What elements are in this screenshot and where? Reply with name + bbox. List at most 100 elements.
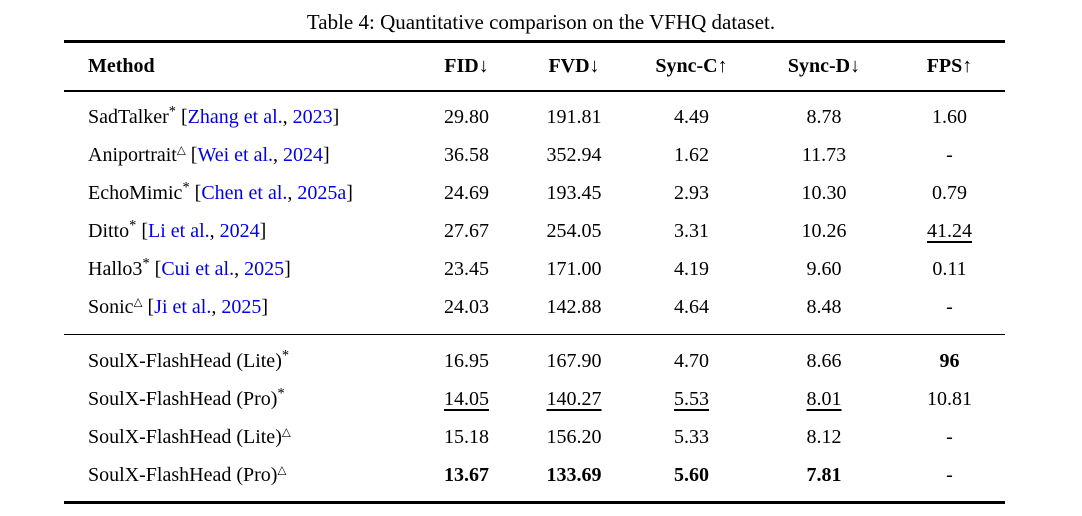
fps-value: 1.60 — [932, 106, 967, 128]
down-arrow-icon: ↓ — [478, 55, 489, 77]
citation-separator: , — [273, 144, 284, 166]
column-header-fid: FID↓ — [444, 55, 489, 77]
method-superscript: * — [129, 217, 137, 234]
citation-year-link[interactable]: 2025 — [244, 258, 285, 280]
sync-c-value: 4.70 — [674, 349, 709, 372]
sync-c-value: 4.19 — [674, 258, 709, 280]
method-name: Aniportrait — [88, 144, 177, 166]
table-section-1: SoulX-FlashHead (Lite)* 16.95 167.90 4.70 8.… — [64, 335, 1005, 501]
fid-value: 14.05 — [444, 387, 489, 410]
fps-value: 96 — [939, 349, 960, 372]
citation-year-link[interactable]: 2024 — [283, 144, 324, 166]
method-superscript: △ — [133, 295, 143, 309]
fid-value: 15.18 — [444, 425, 489, 448]
citation-authors-link[interactable]: Ji et al. — [154, 296, 212, 318]
fvd-value: 352.94 — [546, 144, 602, 166]
method-name: SadTalker — [88, 106, 169, 128]
method-cell: Hallo3* [Cui et al., 2025] — [64, 256, 414, 281]
sync-d-value: 9.60 — [806, 258, 842, 280]
header-rule — [64, 90, 1005, 92]
sync-d-value: 10.26 — [801, 220, 847, 242]
citation-close-bracket: ] — [259, 220, 267, 242]
down-arrow-icon: ↓ — [589, 55, 600, 77]
citation-authors-link[interactable]: Cui et al. — [161, 258, 235, 280]
fid-value: 13.67 — [444, 463, 489, 486]
citation-year-link[interactable]: 2025 — [221, 296, 262, 318]
fps-value: - — [946, 144, 953, 166]
citation-open-bracket: [ — [142, 296, 155, 318]
sync-d-value: 7.81 — [806, 463, 842, 486]
sync-c-value: 5.60 — [674, 463, 709, 486]
citation-close-bracket: ] — [323, 144, 330, 166]
sync-d-value: 8.01 — [806, 387, 842, 410]
method-name: SoulX-FlashHead (Pro) — [88, 387, 278, 410]
fid-value: 24.03 — [444, 296, 489, 318]
sync-c-value: 1.62 — [674, 144, 709, 166]
method-cell: EchoMimic* [Chen et al., 2025a] — [64, 180, 414, 205]
citation-separator: , — [234, 258, 245, 280]
sync-c-value: 2.93 — [674, 182, 709, 204]
method-cell: SoulX-FlashHead (Pro)△ — [64, 464, 414, 487]
fvd-value: 133.69 — [546, 463, 602, 486]
table-caption: Table 4: Quantitative comparison on the … — [306, 10, 776, 34]
column-header-method: Method — [88, 55, 155, 77]
sync-d-value: 8.66 — [806, 349, 842, 372]
fvd-value: 254.05 — [546, 220, 602, 242]
method-cell: Aniportrait△ [Wei et al., 2024] — [64, 144, 414, 167]
mid-rule — [64, 333, 1005, 335]
table-row: SadTalker* [Zhang et al., 2023] 29.80 191.… — [64, 99, 1005, 137]
method-name: SoulX-FlashHead (Lite) — [88, 349, 282, 372]
citation-open-bracket: [ — [176, 106, 188, 128]
fid-value: 16.95 — [444, 349, 489, 372]
citation-year-link[interactable]: 2025a — [297, 182, 347, 204]
fid-value: 29.80 — [444, 106, 489, 128]
method-cell: Ditto* [Li et al., 2024] — [64, 217, 414, 243]
fvd-value: 167.90 — [546, 349, 602, 372]
citation-close-bracket: ] — [346, 182, 353, 204]
citation-authors-link[interactable]: Chen et al. — [201, 182, 288, 204]
citation-year-link[interactable]: 2023 — [292, 106, 333, 128]
citation-authors-link[interactable]: Zhang et al. — [187, 106, 283, 128]
citation-authors-link[interactable]: Li et al. — [148, 220, 210, 242]
table-section-0: SadTalker* [Zhang et al., 2023] 29.80 191.… — [64, 92, 1005, 334]
method-superscript: △ — [277, 462, 287, 476]
sync-d-value: 10.30 — [801, 182, 847, 204]
method-name: Hallo3 — [88, 258, 143, 280]
citation-close-bracket: ] — [284, 258, 291, 280]
citation: [Chen et al., 2025a] — [190, 182, 353, 204]
top-rule — [64, 40, 1005, 43]
down-arrow-icon: ↓ — [850, 55, 861, 77]
up-arrow-icon: ↑ — [962, 55, 973, 77]
citation-close-bracket: ] — [332, 106, 340, 128]
method-superscript: △ — [176, 143, 186, 157]
sync-c-value: 5.53 — [674, 387, 709, 410]
sync-c-value: 4.49 — [674, 106, 709, 128]
fvd-value: 193.45 — [546, 182, 602, 204]
table-row: Ditto* [Li et al., 2024] 27.67 254.05 3.31 1… — [64, 213, 1005, 251]
table-row: Aniportrait△ [Wei et al., 2024] 36.58 352.… — [64, 137, 1005, 175]
fps-value: - — [946, 463, 953, 486]
citation-authors-link[interactable]: Wei et al. — [197, 144, 274, 166]
citation-separator: , — [211, 296, 222, 318]
fps-value: - — [946, 425, 953, 448]
fps-value: - — [946, 296, 953, 318]
sync-c-value: 4.64 — [674, 296, 709, 318]
fid-value: 36.58 — [444, 144, 489, 166]
citation-separator: , — [209, 220, 220, 242]
sync-c-value: 3.31 — [674, 220, 709, 242]
method-name: SoulX-FlashHead (Lite) — [88, 425, 282, 448]
sync-d-value: 8.48 — [806, 296, 842, 318]
method-name: EchoMimic — [88, 182, 183, 204]
fvd-value: 140.27 — [546, 387, 602, 410]
table: Method FID↓ FVD↓ Sync-C↑ Sync-D↓ FPS↑ Sa… — [64, 40, 1005, 504]
method-name: Sonic — [88, 296, 134, 318]
fvd-value: 171.00 — [546, 258, 602, 280]
table-row: SoulX-FlashHead (Lite)△ 15.18 156.20 5.33 8.… — [64, 418, 1005, 456]
method-name: Ditto — [88, 220, 130, 242]
citation: [Li et al., 2024] — [136, 220, 266, 242]
table-row: Hallo3* [Cui et al., 2025] 23.45 171.00 4.1… — [64, 251, 1005, 289]
method-cell: Sonic△ [Ji et al., 2025] — [64, 296, 414, 319]
fps-value: 10.81 — [927, 387, 972, 410]
citation-year-link[interactable]: 2024 — [219, 220, 260, 242]
